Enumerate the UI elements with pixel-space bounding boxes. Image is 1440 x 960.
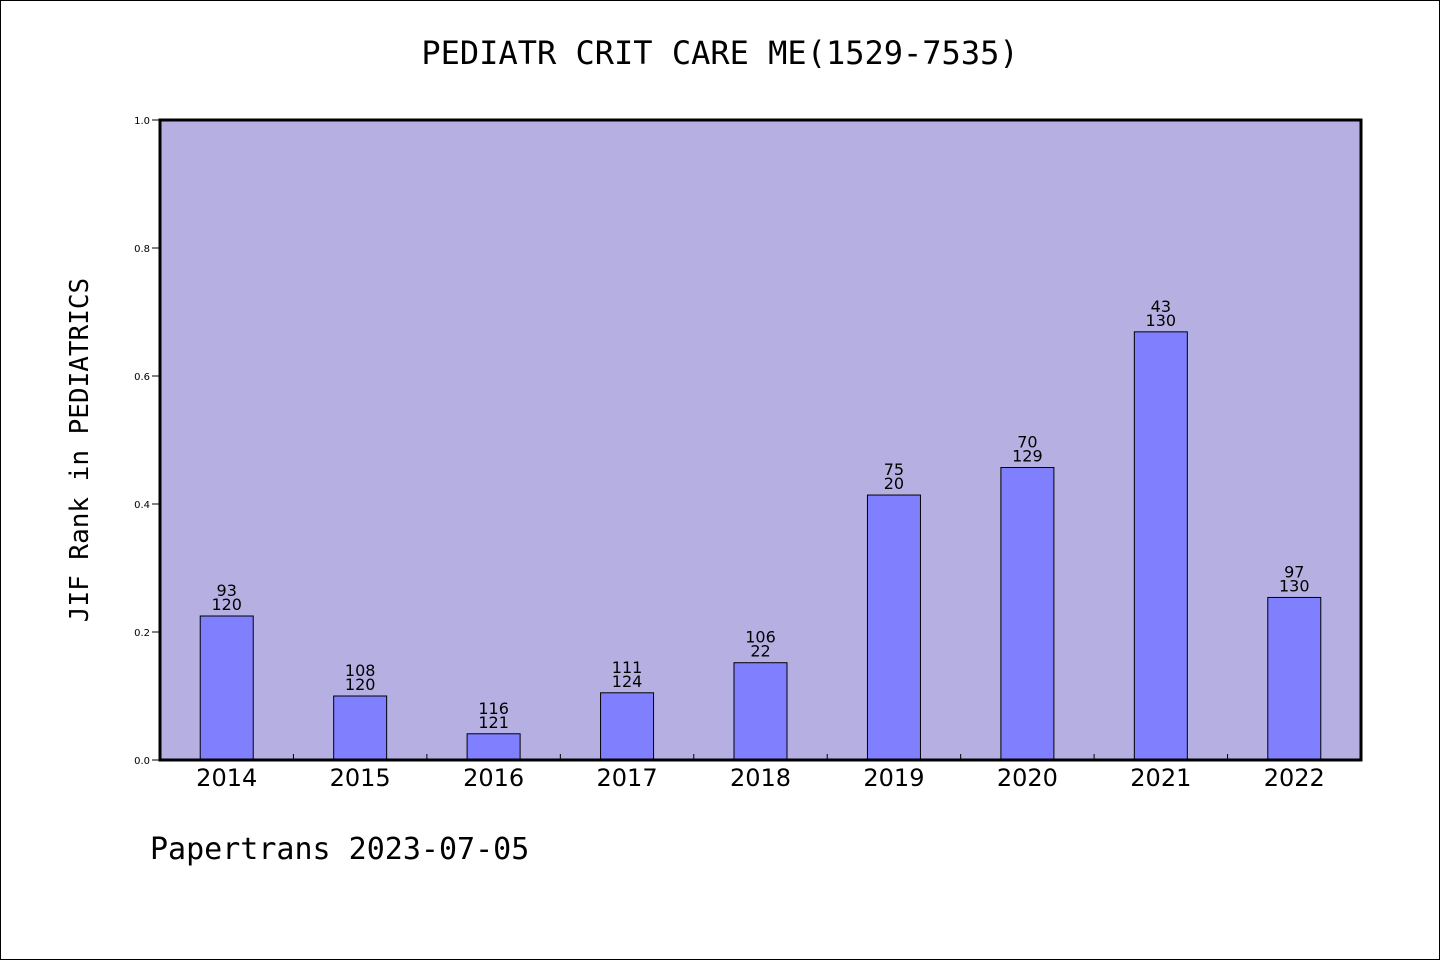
bar-2014: [199, 615, 254, 761]
bar-2022: [1267, 596, 1322, 761]
x-tick-label-2022: 2022: [1264, 764, 1325, 792]
x-tick-label-2017: 2017: [597, 764, 658, 792]
x-tick-label-2016: 2016: [463, 764, 524, 792]
bar-2020: [1000, 467, 1055, 761]
bar-label-top-2017: 111: [612, 658, 643, 677]
bar-label-top-2022: 97: [1284, 562, 1304, 581]
bar-2019: [866, 494, 921, 761]
bar-label-bottom-2018: 22: [750, 642, 770, 661]
plot-border: [158, 118, 1363, 762]
bar-label-bottom-2022: 130: [1279, 576, 1310, 595]
bar-2021: [1133, 331, 1188, 761]
x-tick-label-2015: 2015: [330, 764, 391, 792]
x-tick-label-2014: 2014: [196, 764, 257, 792]
bar-label-top-2015: 108: [345, 661, 376, 680]
y-tick-label: 0.6: [134, 372, 150, 383]
y-tick-label: 0.0: [134, 756, 150, 767]
bar-label-top-2018: 106: [745, 628, 776, 647]
bar-label-bottom-2016: 121: [478, 713, 509, 732]
bar-label-bottom-2017: 124: [612, 672, 643, 691]
footer-text: Papertrans 2023-07-05: [150, 832, 530, 867]
bar-label-top-2020: 70: [1017, 433, 1037, 452]
chart-title: PEDIATR CRIT CARE ME(1529-7535): [421, 34, 1019, 72]
x-tick-label-2018: 2018: [730, 764, 791, 792]
x-tick-label-2021: 2021: [1130, 764, 1191, 792]
bar-label-top-2016: 116: [478, 699, 509, 718]
bar-label-bottom-2014: 120: [211, 595, 242, 614]
y-tick-label: 0.4: [134, 500, 150, 511]
bar-label-top-2021: 43: [1151, 297, 1171, 316]
bar-label-top-2019: 75: [884, 460, 904, 479]
y-tick-label: 0.8: [134, 244, 150, 255]
x-tick-label-2019: 2019: [863, 764, 924, 792]
bar-2018: [733, 662, 788, 761]
bar-label-bottom-2019: 20: [884, 474, 904, 493]
y-tick-label: 0.2: [134, 628, 150, 639]
bar-2017: [600, 692, 655, 761]
bar-2015: [333, 695, 388, 761]
y-tick-label: 1.0: [134, 116, 150, 127]
bar-label-bottom-2015: 120: [345, 675, 376, 694]
bar-label-top-2014: 93: [217, 581, 237, 600]
bar-label-bottom-2021: 130: [1146, 311, 1177, 330]
bar-label-bottom-2020: 129: [1012, 447, 1043, 466]
bar-2016: [466, 733, 521, 761]
x-tick-label-2020: 2020: [997, 764, 1058, 792]
